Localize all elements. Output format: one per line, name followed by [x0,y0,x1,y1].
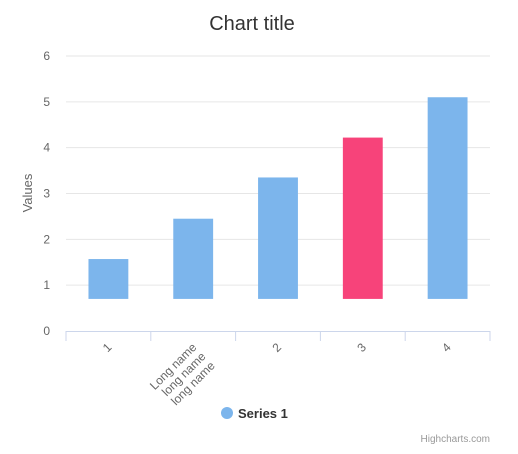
chart-title: Chart title [209,13,295,35]
legend-label-series-1[interactable]: Series 1 [238,406,288,421]
y-tick-label: 1 [43,278,50,292]
y-axis-title: Values [20,173,35,212]
x-tick-label-line: 2 [269,340,284,355]
y-tick-label: 0 [43,324,50,338]
x-tick-labels: 1 Long namelong namelong name 2 3 4 [100,340,454,411]
bars[interactable] [88,97,468,299]
x-tick-label-line: 1 [100,340,115,355]
x-axis [65,331,491,341]
y-tick-label: 4 [43,141,50,155]
x-tick-label: 1 [100,340,115,355]
y-tick-label: 5 [43,95,50,109]
y-tick-label: 3 [43,187,50,201]
bar-2[interactable] [173,218,214,299]
x-tick-label: Long namelong namelong name [147,340,218,411]
x-tick-label-line: 3 [354,340,369,355]
legend[interactable]: Series 1 [221,406,288,421]
y-tick-label: 2 [43,232,50,246]
y-tick-label: 6 [43,49,50,63]
y-tick-labels: 0 1 2 3 4 5 6 [43,49,50,338]
legend-symbol-series-1[interactable] [221,407,233,419]
x-tick-label: 4 [439,340,454,355]
bar-1[interactable] [88,259,129,299]
x-tick-label: 2 [269,340,284,355]
x-tick-label: 3 [354,340,369,355]
credits[interactable]: Highcharts.com [421,434,490,445]
bar-3[interactable] [258,177,298,299]
bar-4[interactable] [342,137,383,299]
x-tick-label-line: 4 [439,340,454,355]
bar-5[interactable] [427,97,468,299]
